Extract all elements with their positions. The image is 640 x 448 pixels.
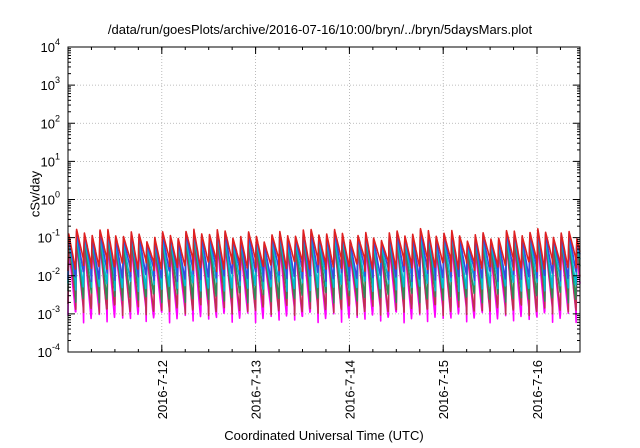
- y-tick-label: 101: [41, 151, 60, 169]
- y-tick-label: 103: [41, 75, 60, 93]
- y-tick-label: 10-3: [38, 304, 60, 322]
- y-tick-label: 10-1: [38, 228, 60, 246]
- y-tick-label: 100: [41, 190, 60, 208]
- x-tick-label: 2016-7-12: [155, 360, 170, 419]
- series-line-2: [67, 238, 581, 317]
- series-layer: [67, 227, 581, 324]
- y-axis-label: cSv/day: [27, 170, 43, 218]
- y-tick-label: 104: [41, 37, 60, 55]
- y-tick-label: 10-2: [38, 266, 60, 284]
- series-line-1: [67, 241, 581, 324]
- series-line-6: [67, 227, 581, 273]
- x-tick-label: 2016-7-16: [530, 360, 545, 419]
- x-axis-label: Coordinated Universal Time (UTC): [224, 428, 424, 443]
- x-tick-label: 2016-7-13: [249, 360, 264, 419]
- series-line-3: [67, 234, 581, 304]
- x-tick-label: 2016-7-15: [436, 360, 451, 419]
- y-tick-label: 102: [41, 113, 60, 131]
- x-tick-label: 2016-7-14: [342, 360, 357, 419]
- y-tick-label: 10-4: [38, 342, 60, 360]
- chart-title: /data/run/goesPlots/archive/2016-07-16/1…: [107, 22, 533, 37]
- ticks: 10-4 10-3 10-2 10-1 100 101 102 103 104 2016-7-12…: [38, 37, 580, 419]
